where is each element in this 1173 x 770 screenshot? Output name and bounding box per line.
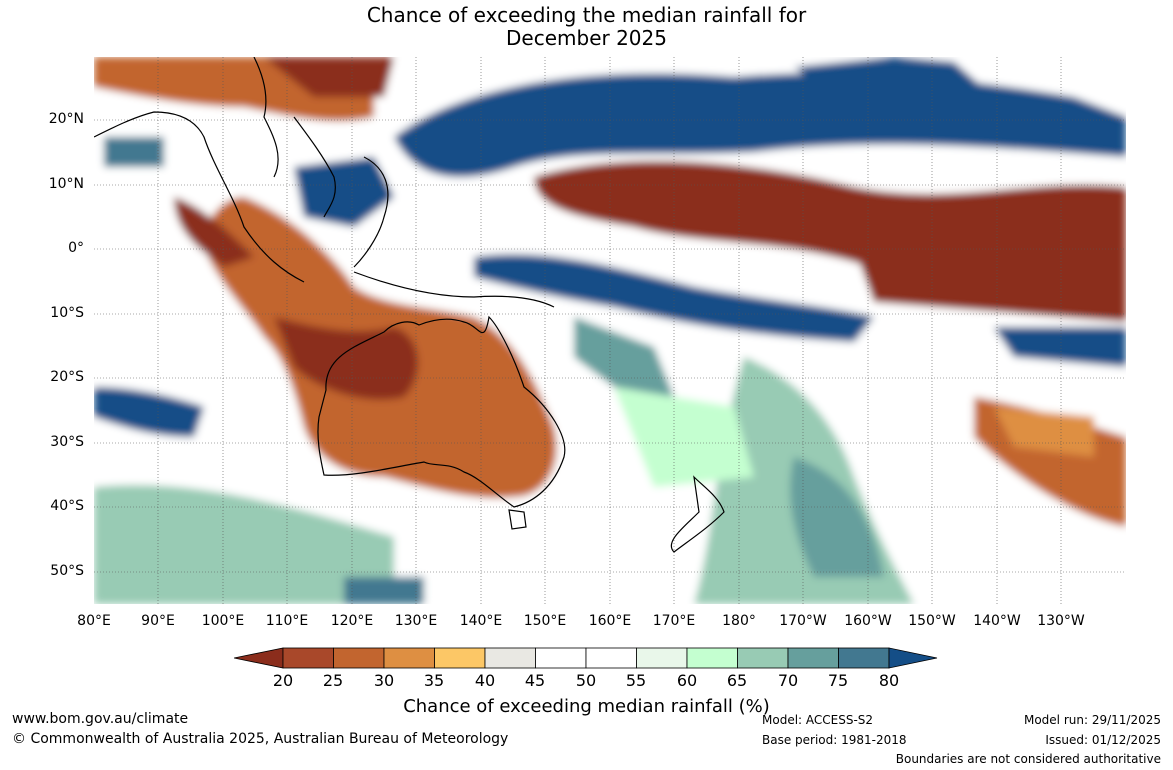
colorbar-segment <box>585 647 637 669</box>
colorbar-segment <box>686 647 738 669</box>
y-tick-10s: 10°S <box>50 305 84 321</box>
x-tick-140w: 140°W <box>973 613 1021 629</box>
colorbar-segment <box>484 647 536 669</box>
map-svg <box>94 57 1126 604</box>
x-tick-150e: 150°E <box>523 613 567 629</box>
x-tick-100e: 100°E <box>201 613 245 629</box>
x-tick-180: 180° <box>722 613 756 629</box>
cb-tick: 70 <box>777 671 799 690</box>
colorbar-segment <box>434 647 486 669</box>
x-tick-140e: 140°E <box>459 613 503 629</box>
x-tick-110e: 110°E <box>265 613 309 629</box>
cb-tick: 75 <box>827 671 849 690</box>
cb-tick: 80 <box>878 671 900 690</box>
asia-maritime-outline <box>94 111 555 308</box>
y-tick-20s: 20°S <box>50 369 84 385</box>
cb-tick: 65 <box>726 671 748 690</box>
cb-tick: 25 <box>322 671 344 690</box>
cb-tick: 20 <box>272 671 294 690</box>
colorbar-segment <box>535 647 587 669</box>
x-tick-170e: 170°E <box>652 613 696 629</box>
footer-boundaries: Boundaries are not considered authoritat… <box>895 752 1161 766</box>
australia-outline <box>317 315 566 508</box>
footer-base-period: Base period: 1981-2018 <box>762 733 907 747</box>
colorbar-segment <box>787 647 839 669</box>
new-zealand-outline <box>670 475 725 553</box>
indochina-outline <box>253 57 336 218</box>
tasmania-outline <box>508 509 527 530</box>
colorbar-segment <box>737 647 789 669</box>
colorbar-segment <box>636 647 688 669</box>
colorbar-label: Chance of exceeding median rainfall (%) <box>403 696 770 717</box>
footer-model: Model: ACCESS-S2 <box>762 713 874 727</box>
y-tick-10n: 10°N <box>48 176 84 192</box>
south-pacific-wet-band <box>474 254 874 342</box>
footer-model-run: Model run: 29/11/2025 <box>1023 713 1161 727</box>
x-tick-120e: 120°E <box>330 613 374 629</box>
west-indian-ocean-wet <box>94 387 204 437</box>
y-tick-50s: 50°S <box>50 563 84 579</box>
colorbar-segment <box>282 647 334 669</box>
x-tick-170w: 170°W <box>779 613 827 629</box>
colorbar <box>234 647 938 669</box>
x-tick-90e: 90°E <box>141 613 175 629</box>
y-tick-20n: 20°N <box>48 111 84 127</box>
footer-url[interactable]: www.bom.gov.au/climate <box>12 711 189 727</box>
colorbar-segment <box>383 647 435 669</box>
colorbar-segment <box>333 647 385 669</box>
title-line-1: Chance of exceeding the median rainfall … <box>366 3 807 27</box>
colorbar-min-arrow <box>234 647 284 669</box>
cb-tick: 55 <box>625 671 647 690</box>
x-tick-160w: 160°W <box>844 613 892 629</box>
coastlines <box>94 57 725 553</box>
y-tick-0: 0° <box>68 240 84 256</box>
footer-issued: Issued: 01/12/2025 <box>1045 733 1161 747</box>
x-tick-80e: 80°E <box>77 613 111 629</box>
map-title: Chance of exceeding the median rainfall … <box>0 4 1173 50</box>
cb-tick: 30 <box>373 671 395 690</box>
x-tick-130e: 130°E <box>394 613 438 629</box>
cb-tick: 60 <box>676 671 698 690</box>
rainfall-map <box>94 57 1126 604</box>
x-tick-160e: 160°E <box>588 613 632 629</box>
philippines-outline <box>353 156 389 268</box>
y-tick-40s: 40°S <box>50 498 84 514</box>
colorbar-max-arrow <box>888 647 938 669</box>
graticule <box>94 57 1126 604</box>
cb-tick: 50 <box>575 671 597 690</box>
colorbar-segment <box>838 647 890 669</box>
cb-tick: 45 <box>524 671 546 690</box>
x-tick-130w: 130°W <box>1037 613 1085 629</box>
x-tick-150w: 150°W <box>908 613 956 629</box>
title-line-2: December 2025 <box>506 26 667 50</box>
cb-tick: 40 <box>474 671 496 690</box>
southern-ocean-mixed <box>94 485 394 604</box>
y-tick-30s: 30°S <box>50 434 84 450</box>
cb-tick: 35 <box>423 671 445 690</box>
footer-copyright: © Commonwealth of Australia 2025, Austra… <box>12 731 509 747</box>
